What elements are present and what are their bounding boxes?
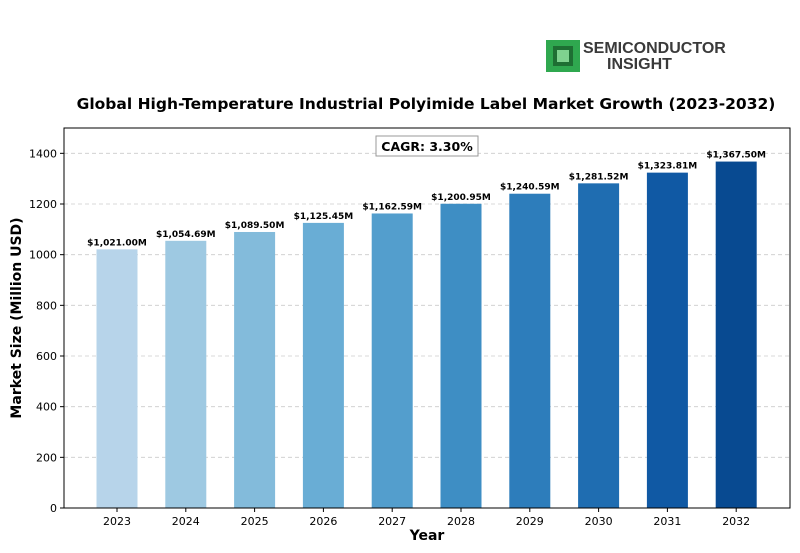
bar-2026 xyxy=(302,222,344,509)
bar-2032 xyxy=(715,161,757,509)
x-tick-label-2030: 2030 xyxy=(585,515,613,528)
x-tick-label-2025: 2025 xyxy=(241,515,269,528)
x-tick-label-2031: 2031 xyxy=(653,515,681,528)
x-tick-label-2032: 2032 xyxy=(722,515,750,528)
bar-2028 xyxy=(440,203,482,508)
y-tick-label: 0 xyxy=(50,502,57,515)
data-label-2027: $1,162.59M xyxy=(362,202,422,212)
bar-2031 xyxy=(646,172,688,508)
data-labels: $1,021.00M $1,054.69M $1,089.50M $1,125.45M… xyxy=(87,151,766,249)
y-axis-ticks: 0 200 400 600 800 1000 1200 1400 xyxy=(29,147,64,515)
data-label-2024: $1,054.69M xyxy=(156,230,216,240)
data-label-2032: $1,367.50M xyxy=(706,151,766,161)
cagr-text: CAGR: 3.30% xyxy=(381,139,473,154)
y-tick-label: 600 xyxy=(36,350,57,363)
data-label-2025: $1,089.50M xyxy=(225,221,285,231)
y-tick-label: 1000 xyxy=(29,249,57,262)
chip-icon xyxy=(546,40,580,72)
logo-line1: SEMICONDUCTOR xyxy=(583,40,726,57)
x-axis-title: Year xyxy=(409,528,445,544)
plot-frame xyxy=(63,127,791,509)
y-tick-label: 400 xyxy=(36,401,57,414)
x-tick-label-2027: 2027 xyxy=(378,515,406,528)
x-tick-label-2028: 2028 xyxy=(447,515,475,528)
data-label-2029: $1,240.59M xyxy=(500,183,560,193)
x-tick-label-2024: 2024 xyxy=(172,515,200,528)
logo: SEMICONDUCTOR INSIGHT xyxy=(546,40,726,73)
chart-title: Global High-Temperature Industrial Polyi… xyxy=(77,95,776,113)
bar-2024 xyxy=(165,240,207,508)
data-label-2028: $1,200.95M xyxy=(431,193,491,203)
data-label-2023: $1,021.00M xyxy=(87,238,147,248)
bar-2025 xyxy=(234,231,276,508)
y-tick-label: 1200 xyxy=(29,198,57,211)
y-tick-label: 800 xyxy=(36,299,57,312)
data-label-2030: $1,281.52M xyxy=(569,172,629,182)
bar-2027 xyxy=(371,213,413,508)
y-tick-label: 1400 xyxy=(29,147,57,160)
cagr-annotation: CAGR: 3.30% xyxy=(375,135,479,157)
bar-2029 xyxy=(509,193,551,508)
bars xyxy=(96,161,757,509)
y-axis-title: Market Size (Million USD) xyxy=(9,217,25,418)
y-tick-label: 200 xyxy=(36,451,57,464)
x-tick-label-2029: 2029 xyxy=(516,515,544,528)
bar-2023 xyxy=(96,249,138,508)
bar-2030 xyxy=(578,183,620,508)
x-tick-label-2026: 2026 xyxy=(309,515,337,528)
x-tick-label-2023: 2023 xyxy=(103,515,131,528)
data-label-2026: $1,125.45M xyxy=(294,212,354,222)
data-label-2031: $1,323.81M xyxy=(638,162,698,172)
x-axis-ticks: 2023 2024 2025 2026 2027 2028 2029 2030 2031 2032 xyxy=(103,508,750,528)
logo-line2: INSIGHT xyxy=(607,56,672,73)
